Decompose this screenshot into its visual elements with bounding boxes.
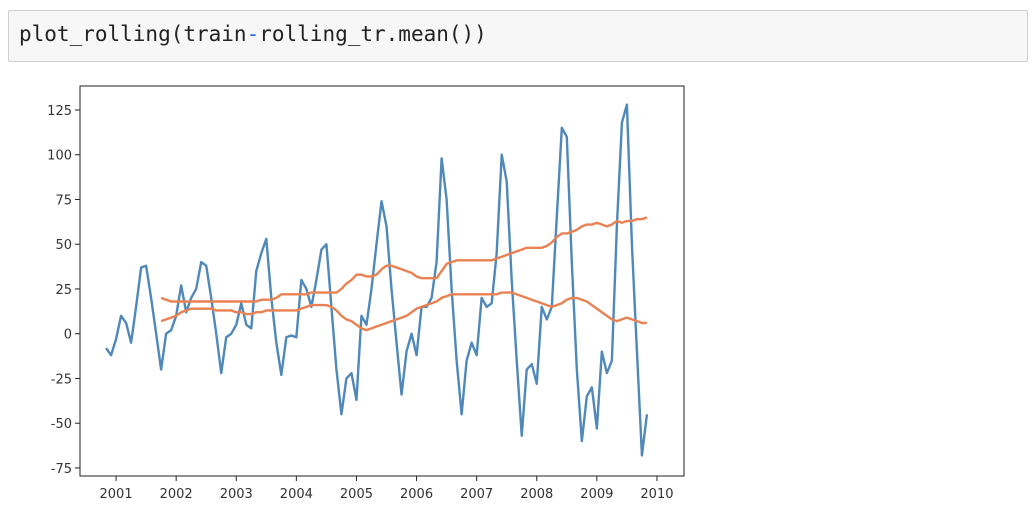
code-token: rolling_tr.mean()) — [259, 22, 487, 46]
x-tick-label: 2006 — [400, 487, 433, 502]
x-tick-label: 2004 — [280, 487, 313, 502]
y-tick-label: 25 — [55, 283, 72, 298]
x-tick-label: 2008 — [520, 487, 553, 502]
y-tick-label: -25 — [51, 372, 72, 387]
series-line — [160, 216, 648, 303]
chart: -75 -50 -25 0 25 50 75 100 125 2001 2002 2003 2004 20… — [47, 85, 685, 502]
code-token: plot_rolling(train — [19, 22, 247, 46]
y-tick-label: -75 — [51, 462, 72, 477]
x-tick-label: 2001 — [100, 487, 133, 502]
x-tick-label: 2007 — [460, 487, 493, 502]
x-tick-label: 2005 — [340, 487, 373, 502]
y-tick-label: -50 — [51, 417, 72, 432]
x-tick-label: 2003 — [220, 487, 253, 502]
x-tick-label: 2009 — [580, 487, 613, 502]
y-tick-label: 0 — [64, 328, 72, 343]
plot-frame — [79, 85, 685, 477]
code-operator: - — [246, 22, 260, 46]
y-tick-label: 125 — [47, 104, 72, 119]
series-line — [105, 103, 649, 457]
code-cell[interactable]: plot_rolling(train-rolling_tr.mean()) — [8, 10, 1028, 62]
series-line — [160, 291, 647, 332]
y-tick-label: 50 — [55, 238, 72, 253]
y-tick-label: 100 — [47, 149, 72, 164]
x-tick-label: 2010 — [640, 487, 673, 502]
x-tick-label: 2002 — [160, 487, 193, 502]
code-line: plot_rolling(train-rolling_tr.mean()) — [19, 22, 487, 46]
y-tick-label: 75 — [55, 193, 72, 208]
